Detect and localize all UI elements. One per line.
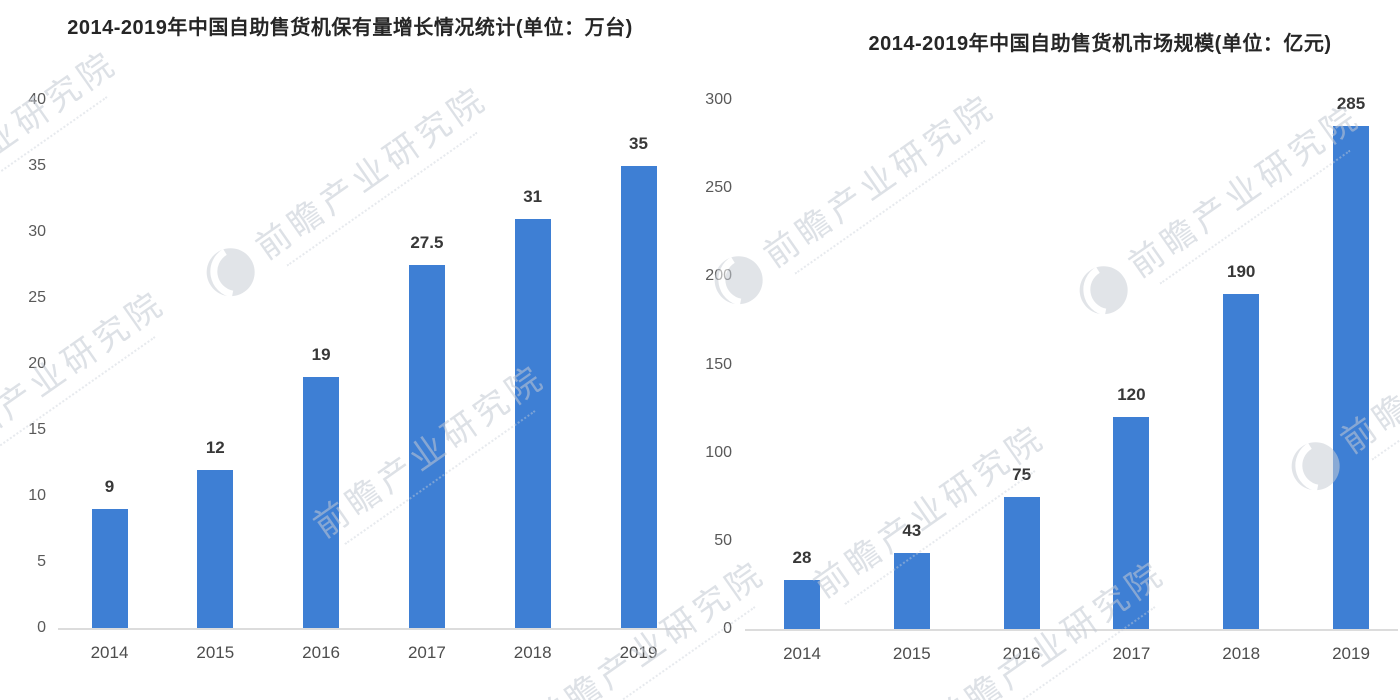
x-label-2019: 2019: [619, 643, 658, 662]
bar-2015: [893, 553, 930, 629]
x-label-2018: 2018: [513, 643, 552, 662]
value-label-2017: 120: [1117, 385, 1146, 405]
x-label-2014: 2014: [783, 644, 821, 663]
x-label-2015: 2015: [892, 644, 931, 663]
x-label-2019: 2019: [1332, 644, 1370, 663]
y-tick-label-0: 0: [723, 620, 732, 637]
value-label-2015: 43: [902, 521, 922, 541]
x-axis-line: [58, 628, 692, 630]
x-label-2018: 2018: [1222, 644, 1261, 663]
x-label-2014: 2014: [90, 643, 129, 662]
y-tick-label-5: 5: [37, 553, 46, 570]
y-tick-label-250: 250: [705, 179, 732, 197]
value-label-2017: 27.5: [410, 233, 444, 252]
bar-2014: [784, 579, 820, 629]
y-tick-label-50: 50: [714, 531, 732, 549]
x-axis-line: [745, 629, 1398, 631]
x-label-2017: 2017: [1112, 644, 1151, 663]
x-label-2017: 2017: [407, 643, 446, 662]
y-tick-label-40: 40: [28, 91, 46, 108]
bar-2016: [303, 377, 340, 628]
bar-2019: [620, 166, 657, 628]
y-tick-label-0: 0: [37, 619, 46, 636]
x-label-2016: 2016: [1002, 644, 1041, 663]
bar-2017: [408, 265, 445, 628]
y-tick-label-10: 10: [28, 487, 46, 504]
y-tick-label-150: 150: [705, 355, 732, 373]
value-label-2014: 9: [104, 477, 115, 497]
value-label-2018: 190: [1227, 261, 1256, 281]
value-label-2015: 12: [205, 437, 225, 457]
bar-2019: [1333, 126, 1369, 629]
x-label-2016: 2016: [302, 643, 340, 662]
y-tick-label-25: 25: [28, 289, 46, 306]
bar-2015: [197, 469, 234, 628]
value-label-2019: 35: [629, 134, 648, 153]
bar-2018: [514, 218, 551, 628]
right-chart-title: 2014-2019年中国自助售货机市场规模(单位：亿元): [868, 33, 1332, 55]
y-tick-label-30: 30: [28, 223, 46, 240]
value-label-2014: 28: [792, 547, 812, 567]
left-chart-title: 2014-2019年中国自助售货机保有量增长情况统计(单位：万台): [67, 17, 633, 39]
value-label-2016: 19: [311, 345, 331, 365]
y-tick-label-300: 300: [705, 91, 732, 108]
y-tick-label-15: 15: [28, 421, 46, 438]
bar-2018: [1223, 293, 1260, 629]
y-tick-label-200: 200: [705, 267, 732, 285]
bar-2014: [91, 509, 128, 628]
bar-2016: [1003, 496, 1040, 629]
x-label-2015: 2015: [196, 643, 235, 662]
y-tick-label-35: 35: [28, 157, 46, 174]
y-tick-label-100: 100: [705, 443, 732, 461]
bar-2017: [1113, 417, 1150, 629]
value-label-2019: 285: [1336, 94, 1366, 114]
y-tick-label-20: 20: [28, 355, 46, 372]
value-label-2018: 31: [523, 186, 543, 206]
value-label-2016: 75: [1012, 464, 1032, 484]
